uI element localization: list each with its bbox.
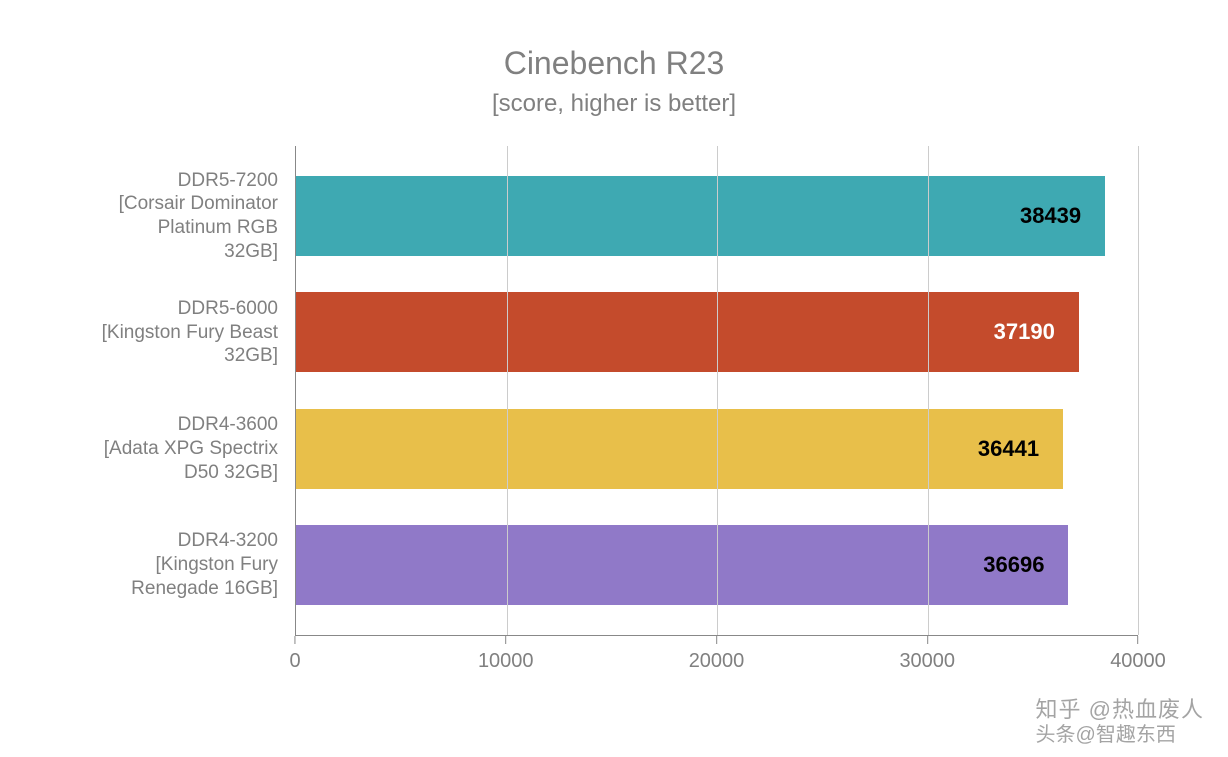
gridline bbox=[507, 146, 508, 635]
x-axis: 010000200003000040000 bbox=[295, 636, 1138, 676]
x-tick-label: 30000 bbox=[899, 650, 955, 673]
gridline bbox=[928, 146, 929, 635]
bar: 37190 bbox=[296, 292, 1079, 372]
x-tick-label: 20000 bbox=[689, 650, 745, 673]
bar-label: DDR5-6000 [Kingston Fury Beast 32GB] bbox=[51, 297, 296, 368]
bar: 38439 bbox=[296, 176, 1105, 256]
bar-value: 37190 bbox=[994, 319, 1055, 345]
x-tick-mark bbox=[716, 636, 717, 644]
bar-value: 38439 bbox=[1020, 203, 1081, 229]
x-tick: 10000 bbox=[478, 636, 534, 673]
chart-title: Cinebench R23 bbox=[30, 45, 1198, 82]
gridline bbox=[1138, 146, 1139, 635]
x-tick-label: 10000 bbox=[478, 650, 534, 673]
x-tick-mark bbox=[505, 636, 506, 644]
bar: 36696 bbox=[296, 525, 1068, 605]
bar-label: DDR4-3600 [Adata XPG Spectrix D50 32GB] bbox=[51, 413, 296, 484]
x-tick-mark bbox=[295, 636, 296, 644]
watermark-line1: 知乎 @热血废人 bbox=[1036, 697, 1204, 723]
bar-value: 36441 bbox=[978, 436, 1039, 462]
x-tick-mark bbox=[927, 636, 928, 644]
bar-value: 36696 bbox=[983, 552, 1044, 578]
watermark: 知乎 @热血废人 头条@智趣东西 bbox=[1036, 697, 1204, 747]
x-tick: 20000 bbox=[689, 636, 745, 673]
x-tick: 0 bbox=[289, 636, 300, 673]
chart-container: Cinebench R23 [score, higher is better] … bbox=[0, 0, 1228, 757]
x-tick: 30000 bbox=[899, 636, 955, 673]
bar: 36441 bbox=[296, 409, 1063, 489]
gridline bbox=[717, 146, 718, 635]
plot-area: DDR5-7200 [Corsair Dominator Platinum RG… bbox=[295, 146, 1138, 636]
x-tick: 40000 bbox=[1110, 636, 1166, 673]
x-tick-mark bbox=[1138, 636, 1139, 644]
bar-label: DDR4-3200 [Kingston Fury Renegade 16GB] bbox=[51, 529, 296, 600]
watermark-line2: 头条@智趣东西 bbox=[1036, 723, 1204, 747]
x-tick-label: 0 bbox=[289, 650, 300, 673]
bar-label: DDR5-7200 [Corsair Dominator Platinum RG… bbox=[51, 169, 296, 264]
chart-subtitle: [score, higher is better] bbox=[30, 90, 1198, 118]
x-tick-label: 40000 bbox=[1110, 650, 1166, 673]
